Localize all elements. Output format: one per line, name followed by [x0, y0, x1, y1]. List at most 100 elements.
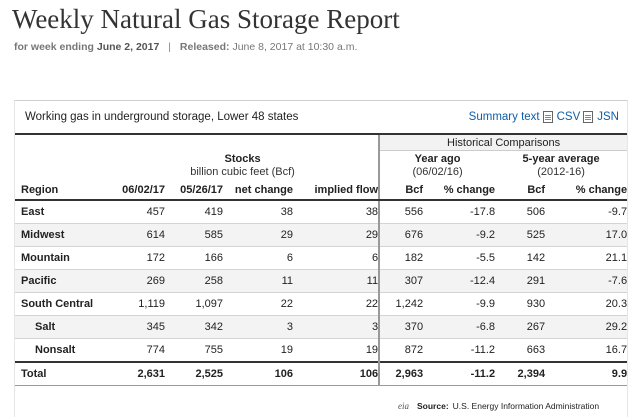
table-cell: 22	[293, 292, 380, 316]
table-cell: -11.2	[423, 338, 496, 363]
table-cell: 419	[165, 200, 223, 224]
table-cell: 269	[107, 269, 165, 293]
json-link[interactable]: JSN	[597, 111, 619, 123]
table-cell: 6	[223, 246, 293, 270]
table-row: Salt 345 342 3 3 370 -6.8 267 29.2	[15, 315, 628, 339]
table-cell: 29.2	[545, 315, 628, 339]
table-cell: 676	[378, 223, 424, 247]
storage-panel: Working gas in underground storage, Lowe…	[14, 100, 628, 417]
released-value: June 8, 2017 at 10:30 a.m.	[232, 41, 358, 53]
table-cell: 3	[293, 315, 380, 339]
released-label: Released:	[179, 41, 230, 53]
table-cell: 457	[107, 200, 165, 224]
table-row: Midwest 614 585 29 29 676 -9.2 525 17.0	[15, 223, 628, 247]
total-row: Total 2,631 2,525 106 106 2,963 -11.2 2,…	[15, 361, 628, 386]
document-icon[interactable]	[542, 111, 553, 123]
table-cell: 38	[223, 200, 293, 224]
table-cell: -6.8	[423, 315, 496, 339]
region-cell: Mountain	[15, 246, 107, 270]
table-cell: -9.9	[423, 292, 496, 316]
column-header: % change	[545, 181, 628, 201]
column-header: 06/02/17	[107, 181, 165, 201]
source-line: eia Source: U.S. Energy Information Admi…	[398, 401, 599, 411]
column-header: Bcf	[495, 181, 546, 201]
blank-header	[15, 151, 107, 182]
table-cell: 370	[378, 315, 424, 339]
table-cell: 2,525	[165, 361, 223, 386]
year-ago-date: (06/02/16)	[412, 166, 463, 178]
table-cell: 22	[223, 292, 293, 316]
table-cell: 258	[165, 269, 223, 293]
blank-header	[15, 135, 379, 151]
panel-title: Working gas in underground storage, Lowe…	[25, 111, 299, 123]
table-cell: 11	[223, 269, 293, 293]
table-cell: 29	[223, 223, 293, 247]
document-icon[interactable]	[583, 111, 594, 123]
table-cell: 1,097	[165, 292, 223, 316]
table-cell: 166	[165, 246, 223, 270]
column-header: Region	[15, 181, 107, 201]
table-cell: 16.7	[545, 338, 628, 363]
year-ago-title: Year ago	[414, 153, 461, 165]
table-cell: 38	[293, 200, 380, 224]
table-cell: 506	[495, 200, 546, 224]
column-header: 05/26/17	[165, 181, 223, 201]
year-ago-header: Year ago (06/02/16)	[378, 150, 496, 181]
table-cell: 19	[223, 338, 293, 363]
summary-text-link[interactable]: Summary text	[468, 111, 540, 123]
separator: |	[168, 41, 171, 53]
historical-comparisons-header: Historical Comparisons	[378, 135, 628, 151]
stocks-title: Stocks	[224, 152, 261, 165]
table-cell: 525	[495, 223, 546, 247]
table-cell: 342	[165, 315, 223, 339]
region-cell: Midwest	[15, 223, 107, 247]
week-value: June 2, 2017	[96, 41, 160, 53]
table-cell: 17.0	[545, 223, 628, 247]
table-cell: 755	[165, 338, 223, 363]
table-cell: 20.3	[545, 292, 628, 316]
table-cell: 267	[495, 315, 546, 339]
table-cell: -9.2	[423, 223, 496, 247]
region-cell: Pacific	[15, 269, 107, 293]
table-row: Nonsalt 774 755 19 19 872 -11.2 663 16.7	[15, 338, 628, 363]
table-cell: 2,631	[107, 361, 165, 386]
table-cell: 11	[293, 269, 380, 293]
eia-logo: eia	[398, 401, 409, 411]
table-cell: 29	[293, 223, 380, 247]
page-title: Weekly Natural Gas Storage Report	[12, 4, 400, 34]
column-header: % change	[423, 181, 496, 201]
csv-link[interactable]: CSV	[556, 111, 581, 123]
five-year-header: 5-year average (2012-16)	[495, 151, 627, 182]
table-cell: 9.9	[545, 361, 628, 386]
region-cell: Nonsalt	[15, 338, 107, 363]
table-cell: -11.2	[423, 361, 496, 386]
storage-table: Historical Comparisons Stocks billion cu…	[15, 135, 628, 386]
table-cell: -5.5	[423, 246, 496, 270]
table-cell: 291	[495, 269, 546, 293]
stocks-header: Stocks billion cubic feet (Bcf)	[107, 151, 379, 182]
table-cell: 614	[107, 223, 165, 247]
five-year-title: 5-year average	[522, 153, 600, 165]
source-label: Source:	[417, 401, 449, 411]
region-cell: East	[15, 200, 107, 224]
region-cell: Salt	[15, 315, 107, 339]
table-cell: 106	[293, 361, 380, 386]
region-cell: South Central	[15, 292, 107, 316]
table-cell: -12.4	[423, 269, 496, 293]
table-cell: 774	[107, 338, 165, 363]
table-cell: 182	[378, 246, 424, 270]
table-cell: 172	[107, 246, 165, 270]
report-dates: for week ending June 2, 2017 | Released:…	[14, 41, 357, 53]
panel-header: Working gas in underground storage, Lowe…	[15, 101, 627, 135]
table-cell: 307	[378, 269, 424, 293]
table-cell: 106	[223, 361, 293, 386]
table-cell: 2,394	[495, 361, 546, 386]
five-year-range: (2012-16)	[537, 166, 585, 178]
table-cell: 663	[495, 338, 546, 363]
column-header: Bcf	[378, 181, 424, 201]
stocks-units: billion cubic feet (Bcf)	[190, 165, 295, 178]
table-cell: -17.8	[423, 200, 496, 224]
table-row: South Central 1,119 1,097 22 22 1,242 -9…	[15, 292, 628, 316]
table-cell: 19	[293, 338, 380, 363]
table-cell: 2,963	[378, 361, 424, 386]
